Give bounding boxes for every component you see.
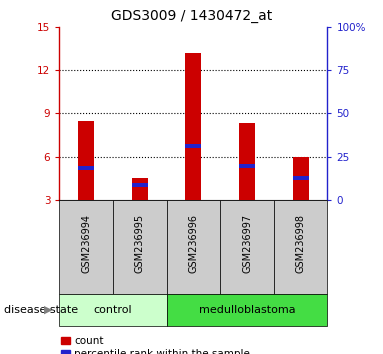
Bar [293,176,309,180]
Bar [239,124,255,200]
Text: ▶: ▶ [44,305,52,315]
Bar [239,164,255,168]
Text: medulloblastoma: medulloblastoma [199,305,295,315]
Text: GSM236997: GSM236997 [242,214,252,273]
Text: GSM236995: GSM236995 [135,214,145,273]
Bar [293,156,309,200]
Text: control: control [94,305,132,315]
Bar [132,178,148,200]
Bar [185,144,201,148]
Text: GDS3009 / 1430472_at: GDS3009 / 1430472_at [111,9,272,23]
Legend: count, percentile rank within the sample: count, percentile rank within the sample [61,336,250,354]
Bar [132,183,148,187]
Text: GSM236994: GSM236994 [81,214,91,273]
Bar [78,166,94,170]
Text: GSM236998: GSM236998 [296,214,306,273]
Bar [185,53,201,200]
Text: GSM236996: GSM236996 [188,214,198,273]
Bar [78,120,94,200]
Text: disease state: disease state [4,305,78,315]
